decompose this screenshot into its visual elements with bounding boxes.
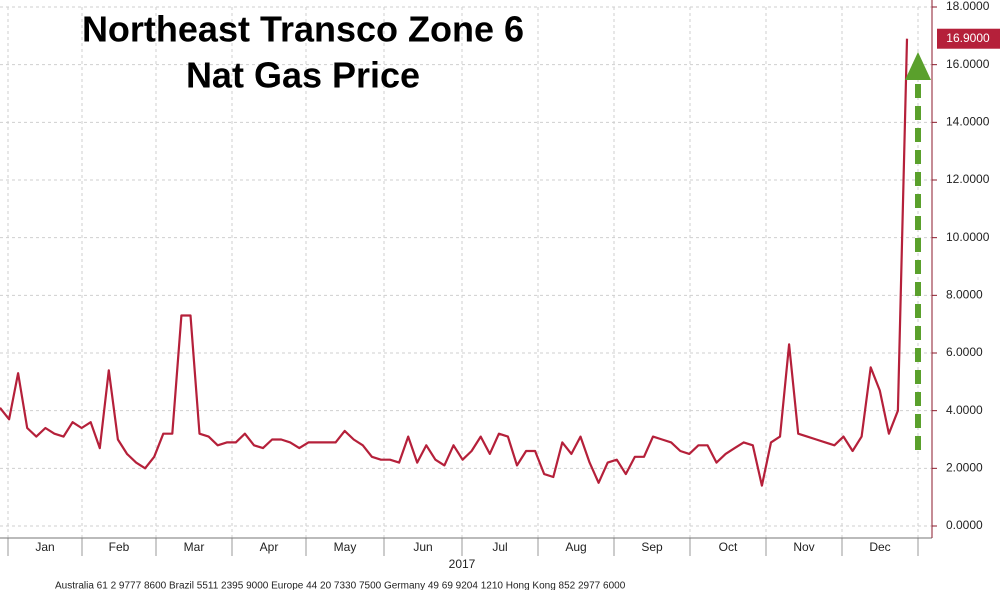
x-tick-label: Dec (869, 540, 890, 554)
chart-subtitle: Nat Gas Price (186, 55, 420, 96)
chart-title: Northeast Transco Zone 6 (82, 9, 524, 50)
y-tick-label: 4.0000 (946, 403, 983, 417)
x-axis-label: 2017 (449, 557, 476, 571)
y-tick-label: 6.0000 (946, 345, 983, 359)
footer: Australia 61 2 9777 8600 Brazil 5511 239… (55, 581, 626, 590)
x-tick-label: May (334, 540, 357, 554)
y-tick-label: 0.0000 (946, 518, 983, 532)
x-tick-label: Jul (492, 540, 507, 554)
x-tick-label: Jun (413, 540, 432, 554)
x-tick-label: Aug (565, 540, 586, 554)
x-tick-label: Feb (109, 540, 130, 554)
y-tick-label: 8.0000 (946, 288, 983, 302)
last-value-box (937, 28, 1000, 49)
y-tick-label: 16.0000 (946, 57, 990, 71)
arrow-annotation (905, 52, 931, 450)
y-tick-label: 14.0000 (946, 115, 990, 129)
x-tick-label: Sep (641, 540, 663, 554)
x-tick-label: Oct (719, 540, 738, 554)
x-tick-label: Nov (793, 540, 814, 554)
price-line (0, 38, 909, 487)
y-tick-label: 12.0000 (946, 172, 990, 186)
x-tick-label: Jan (35, 540, 54, 554)
last-value-label: 16.9000 (946, 31, 990, 45)
x-tick-label: Mar (184, 540, 205, 554)
y-tick-label: 18.0000 (946, 0, 990, 13)
y-tick-label: 10.0000 (946, 230, 990, 244)
y-tick-label: 2.0000 (946, 461, 983, 475)
x-tick-label: Apr (260, 540, 279, 554)
